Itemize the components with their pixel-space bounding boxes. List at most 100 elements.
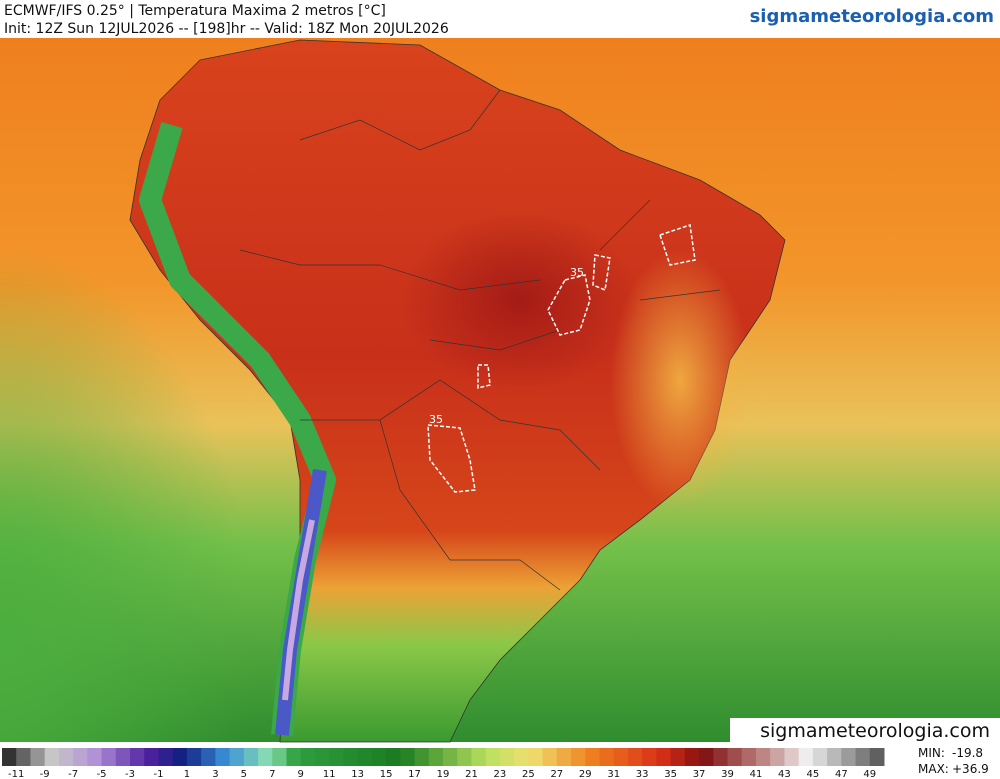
site: sigmameteorologia.com <box>750 6 994 27</box>
watermark: sigmameteorologia.com <box>760 720 990 742</box>
colorbar-label: -11 <box>8 769 24 779</box>
colorbar-cell <box>30 748 46 766</box>
colorbar-cell <box>443 748 458 766</box>
colorbar-cell <box>784 748 800 766</box>
contour-label: 35 <box>570 266 584 279</box>
map: 35 35 sigmameteorologia.com <box>0 38 1000 743</box>
colorbar-label: 17 <box>408 769 421 779</box>
colorbar-label: 43 <box>778 769 791 779</box>
colorbar-cell <box>571 748 586 766</box>
colorbar-cell <box>528 748 544 766</box>
colorbar-label: 45 <box>807 769 820 779</box>
colorbar-cell <box>471 748 487 766</box>
max-value: +36.9 <box>952 762 989 776</box>
colorbar-label: 13 <box>351 769 364 779</box>
colorbar-cell <box>855 748 871 766</box>
colorbar-label: 21 <box>465 769 478 779</box>
colorbar-cell <box>400 748 416 766</box>
colorbar-cell <box>243 748 259 766</box>
continent <box>129 39 786 743</box>
colorbar-label: 35 <box>664 769 677 779</box>
colorbar-label: 19 <box>437 769 450 779</box>
max-label: MAX: <box>918 762 949 776</box>
colorbar-cell <box>58 748 74 766</box>
colorbar-cell <box>314 748 330 766</box>
colorbar-label: 25 <box>522 769 535 779</box>
colorbar-cell <box>414 748 430 766</box>
colorbar-cell <box>44 748 60 766</box>
colorbar-cell <box>585 748 600 766</box>
colorbar-label: -7 <box>68 769 78 779</box>
colorbar-label: -9 <box>40 769 50 779</box>
colorbar-cell <box>827 748 842 766</box>
colorbar-cell <box>16 748 31 766</box>
colorbar-cell <box>613 748 629 766</box>
colorbar-cell <box>186 748 202 766</box>
colorbar-label: 47 <box>835 769 848 779</box>
colorbar-label: 39 <box>721 769 734 779</box>
colorbar-cell <box>286 748 302 766</box>
colorbar-label: 9 <box>298 769 304 779</box>
colorbar-label: 29 <box>579 769 592 779</box>
colorbar-label: -5 <box>97 769 107 779</box>
colorbar-cell <box>201 748 216 766</box>
colorbar-cell <box>599 748 615 766</box>
colorbar-cell <box>87 748 103 766</box>
colorbar-label: 5 <box>241 769 247 779</box>
hot-core <box>400 210 640 390</box>
colorbar-label: 11 <box>323 769 336 779</box>
colorbar-label: 27 <box>550 769 563 779</box>
colorbar-cell <box>357 748 373 766</box>
colorbar-cell <box>101 748 117 766</box>
colorbar-cell <box>684 748 700 766</box>
init-line: Init: 12Z Sun 12JUL2026 -- [198]hr -- Va… <box>4 21 449 37</box>
contour-label: 35 <box>429 413 443 426</box>
colorbar-label: 7 <box>269 769 275 779</box>
colorbar-cell <box>130 748 145 766</box>
colorbar-cell <box>386 748 401 766</box>
colorbar-cell <box>514 748 529 766</box>
title: ECMWF/IFS 0.25° | Temperatura Maxima 2 m… <box>4 3 386 19</box>
colorbar-cell <box>272 748 288 766</box>
colorbar-cell <box>770 748 785 766</box>
colorbar-cell <box>258 748 273 766</box>
colorbar-cell <box>727 748 743 766</box>
min-value: -19.8 <box>952 746 983 760</box>
colorbar-cell <box>428 748 444 766</box>
colorbar-label: 15 <box>380 769 393 779</box>
colorbar-cell <box>798 748 814 766</box>
colorbar-cell <box>300 748 316 766</box>
colorbar-cell <box>741 748 757 766</box>
colorbar-label: 3 <box>212 769 218 779</box>
andes-coldest <box>282 519 315 701</box>
colorbar-cell <box>371 748 387 766</box>
colorbar-label: 33 <box>636 769 649 779</box>
colorbar-cell <box>869 748 885 766</box>
colorbar-cell <box>841 748 857 766</box>
colorbar-cell <box>2 748 17 766</box>
colorbar-cell <box>627 748 643 766</box>
contours <box>427 224 696 493</box>
colorbar-cell <box>115 748 131 766</box>
colorbar-label: 31 <box>607 769 620 779</box>
colorbar-cell <box>556 748 572 766</box>
warm-east <box>610 250 750 510</box>
colorbar-cell <box>215 748 231 766</box>
colorbar-cell <box>172 748 188 766</box>
colorbar-label: -1 <box>153 769 163 779</box>
colorbar-cell <box>713 748 729 766</box>
colorbar-cell <box>329 748 344 766</box>
colorbar-label: 23 <box>494 769 507 779</box>
colorbar-label: 37 <box>693 769 706 779</box>
colorbar-cell <box>73 748 88 766</box>
watermark-box <box>730 718 1000 742</box>
colorbar-cell <box>642 748 657 766</box>
colorbar-cell <box>755 748 771 766</box>
colorbar: -11 -9 -7 -5 -3 -1 1 3 5 7 9 11 13 15 17 19 21 23 25 27 29 31… <box>2 748 885 779</box>
colorbar-cell <box>499 748 515 766</box>
colorbar-cell <box>699 748 714 766</box>
colorbar-cell <box>485 748 501 766</box>
colorbar-cell <box>158 748 174 766</box>
colorbar-label: 49 <box>863 769 876 779</box>
